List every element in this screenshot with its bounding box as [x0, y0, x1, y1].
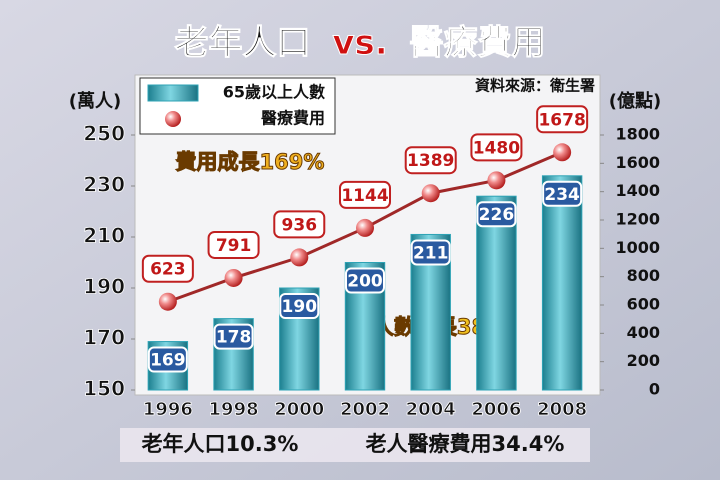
title-part: 醫療費用	[410, 23, 546, 63]
value-label-box	[345, 267, 385, 294]
y2-tick-label: 600	[627, 295, 660, 314]
value-label: 169	[150, 351, 186, 371]
chart-title: 老年人口 vs. 醫療費用	[174, 23, 545, 63]
value-label-box	[339, 180, 391, 209]
y2-tick-label: 1400	[615, 181, 660, 200]
y2-tick-label: 1200	[615, 210, 660, 229]
y2-tick-label: 800	[627, 266, 660, 285]
legend-swatch	[165, 111, 181, 127]
point	[290, 248, 309, 267]
value-label-box	[542, 180, 583, 207]
legend-label: 醫療費用	[261, 109, 325, 128]
point	[158, 292, 177, 311]
value-label-box	[536, 105, 589, 134]
x-tick-label: 2006	[471, 399, 521, 420]
point	[553, 143, 572, 162]
source: 資料來源：衛生署	[475, 77, 595, 95]
y-tick-label: 170	[83, 326, 125, 350]
value-label: 1389	[407, 151, 454, 171]
x-tick-label: 1998	[209, 399, 259, 420]
y2-tick-label: 1800	[615, 125, 660, 144]
annotation: 費用成長169%	[176, 150, 325, 174]
value-label: 211	[413, 243, 449, 263]
value-label: 1678	[538, 110, 585, 130]
value-label-box	[279, 293, 320, 319]
footer-band	[120, 428, 590, 462]
x-tick-label: 2008	[537, 399, 587, 420]
value-label: 234	[544, 185, 580, 205]
y2-axis-label: (億點)	[609, 90, 661, 112]
value-label: 1144	[341, 186, 388, 206]
point	[224, 268, 243, 287]
value-label-box	[207, 230, 260, 259]
value-label-box	[404, 146, 457, 175]
y-tick-label: 250	[83, 122, 125, 146]
x-tick-label: 2002	[340, 399, 390, 420]
value-label: 226	[479, 205, 515, 225]
y2-tick-label: 0	[649, 380, 660, 399]
value-label-box	[410, 239, 451, 266]
value-label: 190	[282, 297, 318, 317]
value-label: 1480	[473, 138, 520, 158]
x-tick-label: 1996	[143, 399, 193, 420]
value-label: 791	[216, 236, 252, 256]
value-label-box	[147, 346, 188, 373]
value-label-box	[213, 323, 254, 350]
title-part: vs.	[332, 23, 387, 63]
bar	[541, 175, 583, 391]
y2-tick-label: 400	[627, 323, 660, 342]
value-label: 936	[282, 215, 318, 235]
title-part: 老年人口	[174, 23, 310, 63]
value-label-box	[141, 254, 194, 283]
y-tick-label: 210	[83, 224, 125, 248]
x-tick-label: 2000	[274, 399, 324, 420]
y-tick-label: 190	[83, 275, 125, 299]
y2-tick-label: 200	[627, 351, 660, 370]
y2-tick-label: 1600	[615, 153, 660, 172]
footer-text: 老人醫療費用34.4%	[366, 432, 565, 456]
point	[421, 184, 440, 203]
value-label-box	[470, 133, 523, 162]
point	[356, 218, 374, 237]
y2-tick-label: 1000	[615, 238, 660, 257]
bar	[476, 195, 517, 391]
x-tick-label: 2004	[406, 399, 456, 420]
value-label: 623	[150, 260, 186, 280]
y-tick-label: 150	[83, 377, 125, 401]
y-tick-label: 230	[83, 173, 125, 197]
value-label: 178	[216, 328, 252, 348]
point	[487, 171, 506, 190]
y-axis-label: (萬人)	[69, 91, 121, 112]
value-label-box	[273, 210, 326, 239]
footer-text: 老年人口10.3%	[142, 432, 299, 456]
value-label-box	[476, 201, 517, 228]
legend-label: 65歲以上人數	[223, 83, 325, 102]
legend-swatch	[147, 84, 199, 102]
value-label: 200	[347, 272, 383, 292]
